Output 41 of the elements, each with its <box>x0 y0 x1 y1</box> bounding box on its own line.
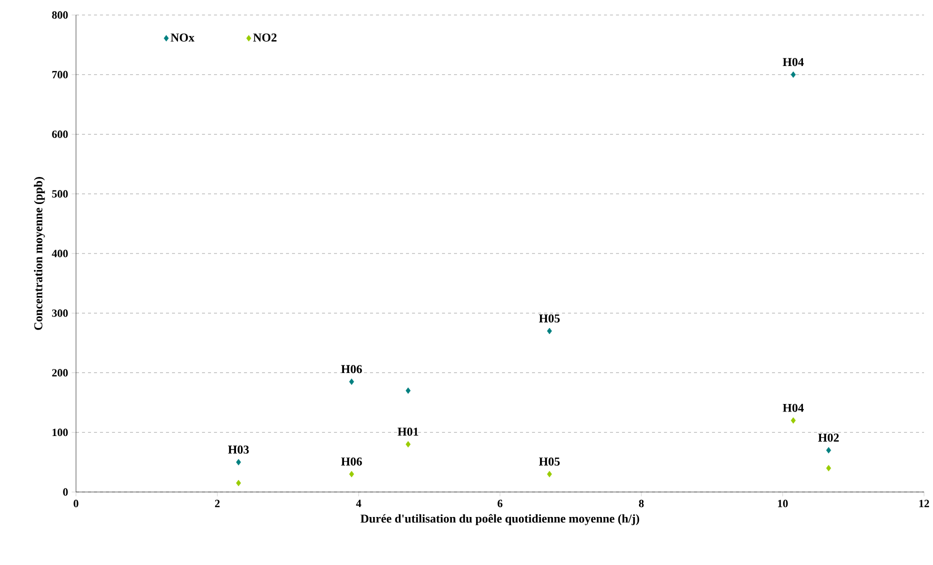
y-tick-label: 400 <box>52 250 68 258</box>
y-axis-title: Concentration moyenne (ppb) <box>34 177 45 330</box>
point <box>790 417 796 424</box>
x-tick-label: 12 <box>919 500 930 508</box>
annotation: H05 <box>539 314 560 322</box>
point <box>406 387 411 394</box>
y-tick-label: 500 <box>52 190 68 198</box>
point <box>236 458 241 466</box>
y-tick-label: 600 <box>52 130 68 138</box>
point <box>349 470 354 478</box>
point <box>826 464 832 472</box>
point <box>547 470 552 478</box>
annotation: H01 <box>398 428 418 436</box>
annotation: H05 <box>539 457 560 466</box>
point <box>826 447 832 454</box>
annotation: H06 <box>341 365 362 374</box>
x-tick-label: 6 <box>498 500 502 508</box>
annotation: H03 <box>228 446 249 454</box>
x-axis-title: Durée d'utilisation du poêle quotidienne moyenne (h/j) <box>360 514 640 526</box>
y-tick-label: 100 <box>52 428 68 436</box>
x-tick-label: 2 <box>215 500 220 508</box>
annotation: H02 <box>818 434 839 442</box>
point <box>790 71 796 78</box>
y-tick-label: 200 <box>52 369 68 376</box>
legend-label: NO2 <box>253 34 276 42</box>
point <box>236 480 241 486</box>
annotation: H06 <box>341 457 362 466</box>
annotation: H04 <box>782 58 804 66</box>
legend-label: NOx <box>170 34 194 42</box>
y-tick-label: 0 <box>63 488 68 496</box>
x-tick-label: 4 <box>356 500 362 508</box>
x-tick-label: 0 <box>74 500 78 508</box>
x-tick-label: 8 <box>638 500 644 508</box>
point <box>406 441 411 448</box>
x-tick-label: 10 <box>778 500 788 508</box>
point <box>547 328 552 334</box>
annotation: H04 <box>782 404 804 412</box>
y-tick-label: 300 <box>52 309 68 317</box>
point <box>349 378 354 385</box>
y-tick-label: 700 <box>52 70 68 78</box>
y-tick-label: 800 <box>52 11 68 19</box>
